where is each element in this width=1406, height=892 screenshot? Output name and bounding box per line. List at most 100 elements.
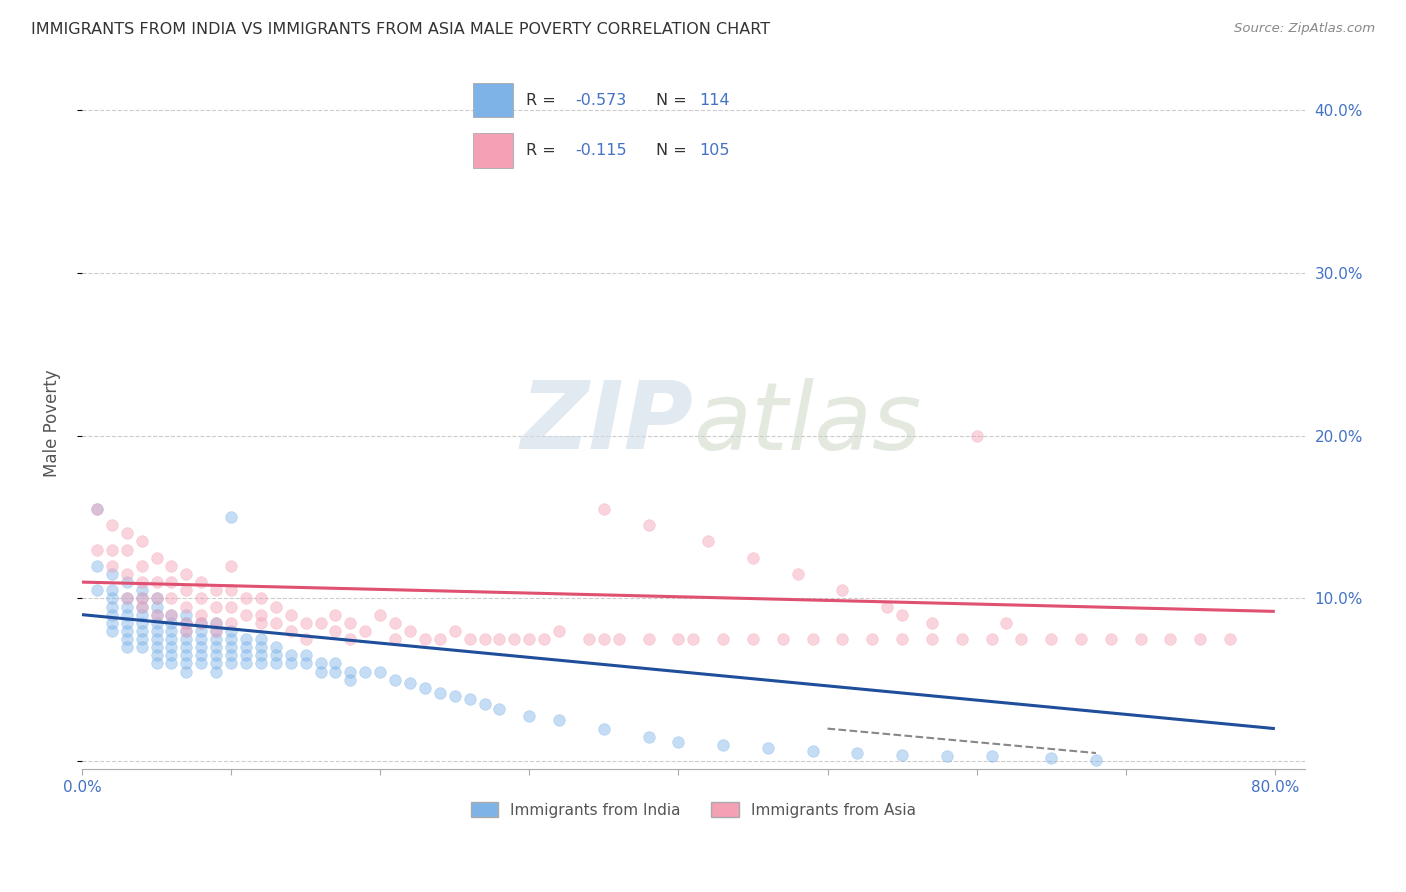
Point — [176, 583, 198, 598]
Point — [517, 632, 540, 646]
Point — [339, 673, 361, 687]
Point — [160, 632, 183, 646]
FancyBboxPatch shape — [474, 134, 513, 168]
Point — [160, 648, 183, 663]
Point — [86, 501, 108, 516]
Point — [339, 665, 361, 679]
Point — [280, 648, 302, 663]
Point — [1010, 632, 1032, 646]
Point — [1099, 632, 1122, 646]
Point — [772, 632, 794, 646]
Point — [607, 632, 630, 646]
Text: R =: R = — [526, 143, 565, 158]
Point — [250, 607, 273, 622]
Point — [517, 708, 540, 723]
Point — [339, 632, 361, 646]
Point — [325, 607, 347, 622]
Point — [474, 632, 496, 646]
Point — [100, 566, 122, 581]
Point — [176, 640, 198, 655]
Point — [294, 632, 316, 646]
Point — [443, 624, 465, 638]
Text: R =: R = — [526, 93, 561, 108]
Point — [711, 632, 734, 646]
Point — [711, 738, 734, 752]
Point — [294, 615, 316, 630]
Point — [592, 632, 614, 646]
Point — [190, 575, 212, 590]
Point — [219, 624, 242, 638]
Point — [176, 632, 198, 646]
Point — [935, 749, 957, 764]
Point — [219, 640, 242, 655]
Point — [190, 657, 212, 671]
Point — [190, 591, 212, 606]
Point — [205, 615, 228, 630]
Point — [86, 558, 108, 573]
Point — [190, 607, 212, 622]
Point — [160, 607, 183, 622]
Point — [176, 624, 198, 638]
Text: Source: ZipAtlas.com: Source: ZipAtlas.com — [1234, 22, 1375, 36]
Point — [145, 657, 167, 671]
Point — [160, 615, 183, 630]
Point — [100, 583, 122, 598]
Point — [190, 624, 212, 638]
Point — [235, 591, 257, 606]
Point — [100, 615, 122, 630]
Point — [145, 632, 167, 646]
Point — [131, 583, 153, 598]
Point — [637, 518, 659, 533]
Point — [100, 607, 122, 622]
Point — [205, 583, 228, 598]
Point — [115, 632, 138, 646]
Point — [205, 648, 228, 663]
Point — [637, 730, 659, 744]
Point — [131, 624, 153, 638]
Point — [368, 665, 391, 679]
Point — [86, 583, 108, 598]
Point — [742, 632, 765, 646]
Point — [205, 657, 228, 671]
Point — [399, 624, 422, 638]
Point — [488, 632, 510, 646]
Point — [592, 501, 614, 516]
Point — [176, 624, 198, 638]
Point — [219, 632, 242, 646]
Point — [176, 615, 198, 630]
Point — [145, 615, 167, 630]
Point — [190, 640, 212, 655]
Point — [666, 632, 689, 646]
Point — [160, 657, 183, 671]
Text: 114: 114 — [699, 93, 730, 108]
Point — [250, 648, 273, 663]
Point — [294, 648, 316, 663]
Point — [831, 632, 853, 646]
Point — [250, 632, 273, 646]
Point — [637, 632, 659, 646]
Point — [160, 640, 183, 655]
Point — [205, 640, 228, 655]
Point — [145, 640, 167, 655]
Point — [100, 624, 122, 638]
Point — [235, 607, 257, 622]
Point — [250, 615, 273, 630]
Point — [219, 558, 242, 573]
Point — [219, 510, 242, 524]
Point — [100, 599, 122, 614]
Point — [1159, 632, 1181, 646]
Point — [145, 591, 167, 606]
Point — [384, 673, 406, 687]
Point — [145, 575, 167, 590]
Point — [264, 615, 287, 630]
Point — [666, 734, 689, 748]
Point — [891, 747, 914, 762]
Point — [100, 591, 122, 606]
Point — [250, 640, 273, 655]
Point — [309, 657, 332, 671]
Point — [458, 692, 481, 706]
Point — [205, 632, 228, 646]
Point — [742, 550, 765, 565]
Point — [131, 599, 153, 614]
Point — [235, 657, 257, 671]
